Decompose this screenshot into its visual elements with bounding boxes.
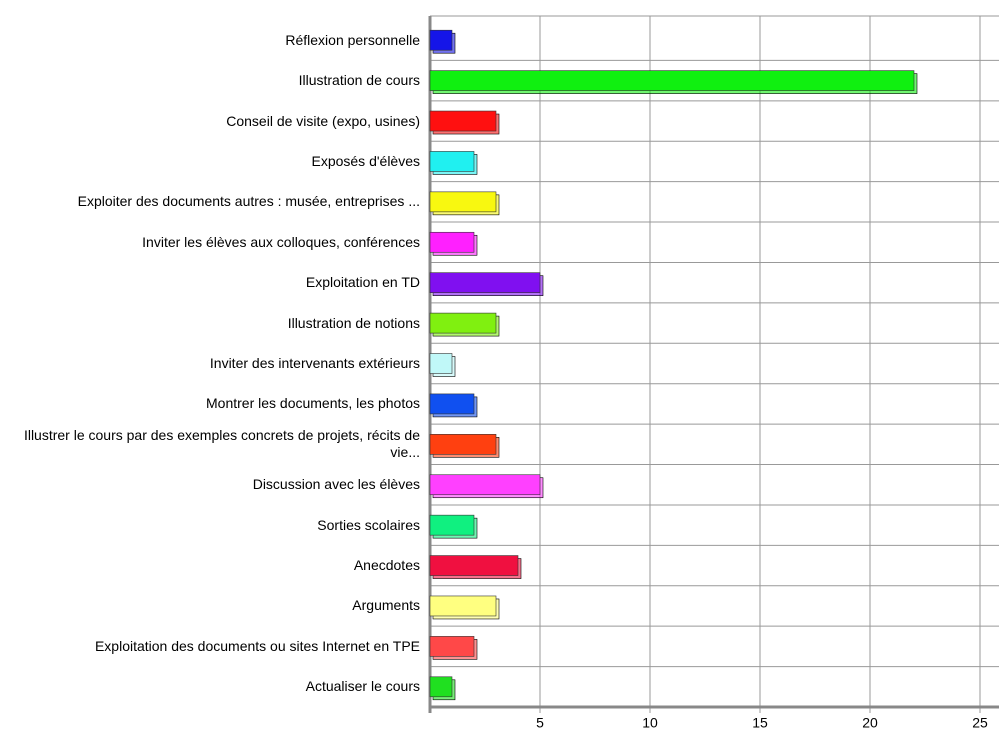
y-tick-label: Exploitation des documents ou sites Inte… [94, 637, 420, 654]
y-tick-label: Exposés d'élèves [311, 152, 420, 169]
bar-face [429, 555, 519, 576]
x-tick-label: 25 [972, 715, 988, 731]
bar [429, 353, 456, 377]
bar [429, 151, 478, 175]
x-tick-label: 20 [862, 715, 878, 731]
x-tick-label: 15 [752, 715, 768, 731]
y-tick-label: Illustrer le cours par des exemples conc… [23, 427, 420, 461]
bar-face [429, 272, 541, 293]
bar [429, 312, 500, 337]
bar [429, 555, 522, 579]
bar-face [429, 29, 453, 51]
bar-face [429, 191, 497, 213]
y-tick-label: Actualiser le cours [305, 678, 420, 695]
y-tick-label: Montrer les documents, les photos [206, 395, 420, 412]
bar [429, 272, 544, 296]
bar [429, 231, 478, 256]
y-tick-label: Illustration de notions [287, 314, 420, 331]
x-tick-label: 5 [536, 715, 544, 731]
bar [429, 595, 500, 620]
bar-face [429, 231, 475, 253]
bar [429, 29, 456, 54]
bar [429, 110, 500, 135]
bar-face [429, 474, 541, 496]
bar-face [429, 676, 453, 698]
bar-face [429, 353, 453, 374]
bar-face [429, 636, 475, 657]
bar [429, 393, 478, 418]
y-tick-label: Exploiter des documents autres : musée, … [77, 193, 420, 210]
bar-face [429, 434, 497, 455]
bar-face [429, 595, 497, 617]
y-tick-label: Inviter les élèves aux colloques, confér… [142, 233, 420, 250]
bar [429, 191, 500, 216]
bar [429, 676, 456, 701]
bar-face [429, 110, 497, 132]
x-tick-label: 10 [642, 715, 658, 731]
y-tick-label: Arguments [352, 597, 420, 614]
bar-face [429, 312, 497, 334]
bar [429, 434, 500, 458]
y-tick-label: Anecdotes [353, 557, 420, 574]
y-tick-label: Sorties scolaires [317, 516, 420, 533]
bar [429, 636, 478, 660]
bar [429, 70, 918, 94]
y-tick-label: Inviter des intervenants extérieurs [209, 354, 420, 371]
y-tick-label: Réflexion personnelle [285, 31, 420, 48]
plot-area [430, 16, 999, 707]
bar-face [429, 70, 915, 91]
bar-face [429, 514, 475, 536]
bar [429, 474, 544, 499]
bar-face [429, 151, 475, 172]
y-tick-label: Exploitation en TD [305, 274, 420, 291]
y-tick-label: Illustration de cours [298, 72, 420, 89]
y-tick-label: Discussion avec les élèves [252, 476, 420, 493]
y-tick-label: Conseil de visite (expo, usines) [226, 112, 420, 129]
bar [429, 514, 478, 539]
bar-face [429, 393, 475, 415]
